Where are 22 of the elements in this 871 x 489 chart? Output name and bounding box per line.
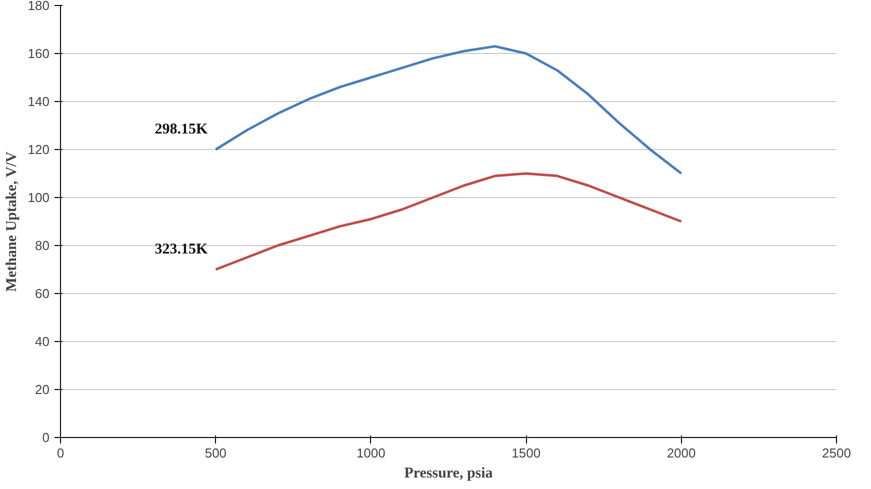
y-tick-label: 160 (28, 46, 50, 61)
y-tick-label: 120 (28, 142, 50, 157)
line-series (214, 45, 683, 175)
y-tick-label: 20 (35, 382, 50, 397)
series-label: 298.15K (154, 122, 208, 138)
x-axis-title: Pressure, psia (404, 466, 494, 482)
y-tick-label: 40 (35, 334, 50, 349)
y-tick-label: 180 (28, 0, 50, 13)
y-axis-title: Methane Uptake, V/V (4, 151, 20, 292)
x-tick-label: 1500 (512, 446, 541, 460)
y-tick-label: 140 (28, 94, 50, 109)
series-label: 323.15K (154, 242, 208, 258)
x-tick-label: 500 (204, 446, 227, 460)
x-tick-label: 1000 (356, 446, 386, 460)
y-tick-label: 60 (35, 286, 50, 301)
x-tick-label: 2500 (822, 446, 851, 460)
y-tick-label: 80 (35, 238, 50, 253)
x-tick-label: 0 (56, 446, 64, 460)
line-series (214, 172, 683, 271)
y-tick-label: 100 (28, 190, 50, 205)
y-tick-label: 0 (42, 430, 50, 445)
x-tick-label: 2000 (666, 446, 696, 460)
